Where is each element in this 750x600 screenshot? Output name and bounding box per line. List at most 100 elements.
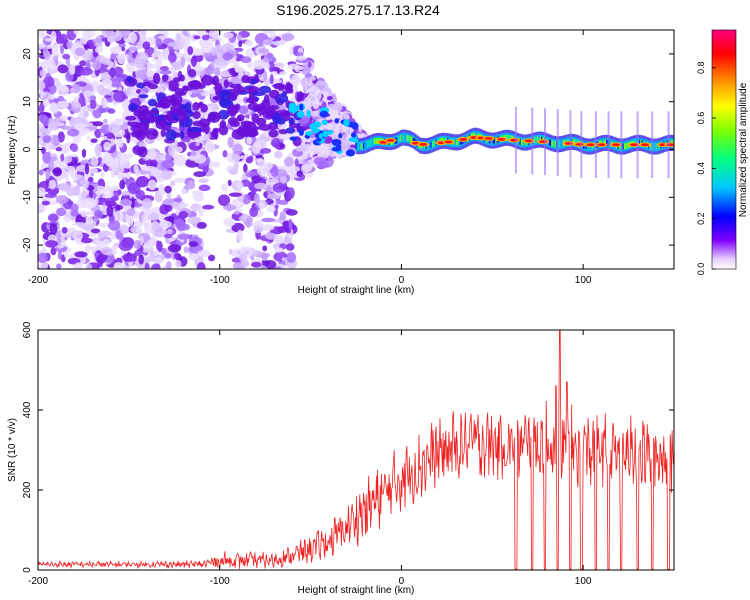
spectrogram-cell bbox=[183, 246, 189, 254]
snr-x-tick-label: -100 bbox=[210, 576, 230, 587]
spectrogram-cell bbox=[195, 208, 206, 213]
spectrogram-cell bbox=[333, 128, 340, 136]
spectrogram-cell bbox=[322, 135, 333, 144]
spectrogram-cell bbox=[280, 175, 287, 184]
spectrogram-cell bbox=[350, 132, 357, 138]
spectrogram-cell bbox=[258, 124, 273, 131]
spectrogram-cell bbox=[574, 139, 577, 146]
spectrogram-cell bbox=[238, 40, 243, 48]
spectrogram-cell bbox=[89, 188, 94, 199]
spectrogram-cell bbox=[373, 138, 376, 145]
spectrogram-x-tick-label: -200 bbox=[28, 275, 48, 286]
spectrogram-cell bbox=[44, 37, 56, 42]
spectrogram-cell bbox=[269, 74, 274, 85]
spectrogram-y-ticks: -20 -10 0 10 20 bbox=[22, 48, 674, 252]
spectrogram-cell bbox=[289, 165, 300, 174]
spectrogram-cell bbox=[223, 217, 236, 227]
spectrogram-cell bbox=[288, 117, 295, 126]
spectrogram-cell bbox=[153, 228, 168, 238]
spectrogram-cell bbox=[331, 139, 342, 146]
spectrogram-cell bbox=[303, 96, 311, 109]
spectrogram-cell bbox=[127, 46, 139, 52]
spectrogram-cell bbox=[167, 144, 176, 156]
spectrogram-cell bbox=[177, 110, 187, 123]
snr-frame bbox=[37, 329, 675, 571]
spectrogram-cell bbox=[343, 119, 350, 127]
colorbar-gradient bbox=[711, 29, 737, 270]
spectrogram-cell bbox=[271, 57, 277, 63]
spectrogram-cell bbox=[50, 156, 58, 162]
spectrogram-cell bbox=[38, 80, 46, 91]
spectrogram-cell bbox=[305, 131, 313, 136]
spectrogram-cell bbox=[637, 139, 640, 146]
spectrogram-cell bbox=[621, 143, 624, 150]
spectrogram-cell bbox=[308, 85, 320, 97]
spectrogram-cell bbox=[142, 165, 157, 172]
spectrogram-cell bbox=[236, 114, 245, 122]
spectrogram-cell bbox=[42, 135, 52, 144]
spectrogram-cell bbox=[57, 101, 69, 109]
spectrogram-cell bbox=[50, 247, 57, 256]
spectrogram-cell bbox=[226, 202, 232, 212]
colorbar-tick-label: 0.2 bbox=[696, 212, 706, 225]
spectrogram-cell bbox=[248, 155, 254, 163]
spectrogram-cell bbox=[174, 252, 181, 260]
spectrogram-cell bbox=[338, 132, 343, 139]
spectrogram-cell bbox=[519, 138, 522, 145]
spectrogram-cell bbox=[430, 141, 433, 148]
spectrogram-cell bbox=[56, 263, 62, 269]
spectrogram-cell bbox=[48, 159, 55, 172]
spectrogram-cell bbox=[249, 206, 259, 218]
spectrogram-cell bbox=[92, 60, 102, 71]
spectrogram-cell bbox=[107, 108, 116, 114]
spectrogram-cell bbox=[70, 209, 79, 217]
spectrogram-cell bbox=[193, 35, 201, 40]
spectrogram-cell bbox=[605, 139, 609, 146]
spectrogram-cell bbox=[327, 129, 333, 135]
spectrogram-cell bbox=[331, 146, 342, 152]
spectrogram-cell bbox=[132, 253, 137, 262]
spectrogram-cell bbox=[45, 168, 51, 180]
spectrogram-y-tick-label: 20 bbox=[22, 48, 33, 60]
spectrogram-cell bbox=[62, 53, 71, 60]
spectrogram-cell bbox=[281, 33, 295, 42]
spectrogram-cell bbox=[55, 117, 60, 128]
spectrogram-cell bbox=[214, 57, 227, 66]
spectrogram-cell bbox=[57, 131, 65, 143]
spectrogram-cell bbox=[41, 200, 50, 206]
spectrogram-cell bbox=[402, 134, 405, 141]
spectrogram-cell bbox=[60, 144, 70, 155]
spectrogram-cell bbox=[459, 138, 468, 141]
spectrogram-cell bbox=[318, 133, 323, 139]
spectrogram-cell bbox=[195, 141, 200, 147]
spectrogram-cell bbox=[208, 30, 222, 39]
spectrogram-cell bbox=[279, 211, 287, 222]
spectrogram-cell bbox=[73, 230, 83, 241]
spectrogram-cell bbox=[97, 157, 102, 162]
spectrogram-cell bbox=[258, 48, 268, 54]
spectrogram-cell bbox=[198, 66, 205, 71]
spectrogram-cell bbox=[133, 239, 142, 250]
spectrogram-cell bbox=[92, 121, 104, 127]
spectrogram-cell bbox=[261, 254, 268, 261]
spectrogram-cell bbox=[584, 143, 587, 150]
spectrogram-cell bbox=[48, 179, 57, 190]
spectrogram-cell bbox=[179, 131, 185, 140]
spectrogram-cell bbox=[156, 240, 161, 251]
spectrogram-cell bbox=[218, 124, 229, 136]
spectrogram-cell bbox=[219, 89, 231, 102]
spectrogram-cell bbox=[258, 85, 272, 94]
spectrogram-cell bbox=[198, 211, 204, 217]
spectrogram-cell bbox=[175, 209, 180, 216]
spectrogram-cell bbox=[126, 172, 131, 180]
spectrogram-cell bbox=[434, 140, 437, 147]
spectrogram-cell bbox=[98, 230, 112, 237]
spectrogram-cell bbox=[561, 140, 564, 147]
spectrogram-cell bbox=[119, 224, 129, 235]
spectrogram-cell bbox=[653, 143, 656, 150]
spectrogram-cell bbox=[268, 129, 279, 138]
spectrogram-cell bbox=[127, 182, 141, 195]
spectrogram-cell bbox=[406, 135, 409, 142]
spectrogram-cell bbox=[534, 137, 537, 144]
spectrogram-cell bbox=[119, 198, 133, 207]
